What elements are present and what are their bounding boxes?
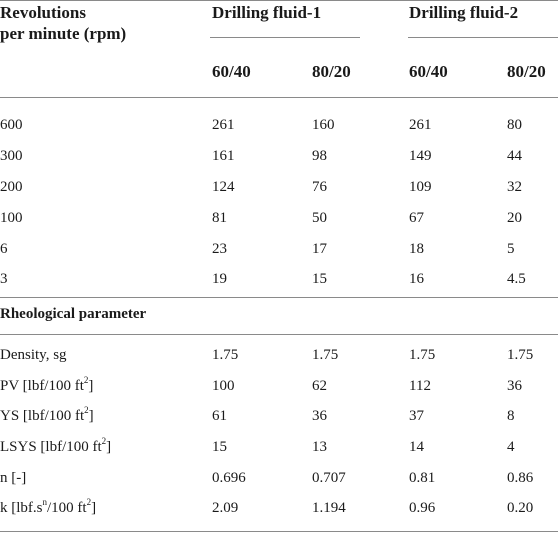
- cell: 36: [507, 378, 522, 394]
- row-label: k [lbf.sn/100 ft2]: [0, 497, 97, 517]
- cell: 160: [312, 117, 335, 133]
- row-label: 600: [0, 117, 23, 133]
- row-label: 300: [0, 148, 23, 164]
- cell: 17: [312, 241, 327, 257]
- cell: 36: [312, 408, 327, 424]
- cell: 261: [212, 117, 235, 133]
- cell: 18: [409, 241, 424, 257]
- row-label-header-line1: Revolutions: [0, 3, 86, 22]
- cell: 20: [507, 210, 522, 226]
- cell: 1.75: [312, 347, 339, 363]
- cell: 16: [409, 271, 424, 287]
- cell: 1.75: [507, 347, 534, 363]
- subcol-header: 80/20: [507, 62, 546, 81]
- section-bottom-rule: [0, 334, 558, 335]
- cell: 112: [409, 378, 431, 394]
- group-header-drilling-fluid-2: Drilling fluid-2: [409, 3, 519, 22]
- cell: 67: [409, 210, 424, 226]
- row-label: 100: [0, 210, 23, 226]
- cell: 261: [409, 117, 432, 133]
- cell: 5: [507, 241, 515, 257]
- cell: 0.707: [312, 470, 346, 486]
- cell: 109: [409, 179, 432, 195]
- subcol-header: 60/40: [212, 62, 251, 81]
- subcol-header: 80/20: [312, 62, 351, 81]
- group-header-drilling-fluid-1: Drilling fluid-1: [212, 3, 322, 22]
- cell: 161: [212, 148, 235, 164]
- cell: 14: [409, 439, 424, 455]
- cell: 50: [312, 210, 327, 226]
- cell: 8: [507, 408, 515, 424]
- cell: 23: [212, 241, 227, 257]
- cell: 0.86: [507, 470, 534, 486]
- cell: 13: [312, 439, 327, 455]
- cell: 4: [507, 439, 515, 455]
- cell: 62: [312, 378, 327, 394]
- cell: 80: [507, 117, 522, 133]
- row-label: 6: [0, 241, 8, 257]
- row-label: n [-]: [0, 470, 27, 486]
- section-top-rule: [0, 297, 558, 298]
- cell: 0.96: [409, 500, 436, 516]
- bottom-rule: [0, 531, 558, 532]
- top-rule: [0, 0, 558, 1]
- cell: 98: [312, 148, 327, 164]
- cell: 0.20: [507, 500, 534, 516]
- row-label: YS [lbf/100 ft2]: [0, 405, 94, 425]
- cell: 100: [212, 378, 235, 394]
- group1-underline: [210, 37, 360, 38]
- cell: 1.75: [409, 347, 436, 363]
- cell: 15: [212, 439, 227, 455]
- cell: 124: [212, 179, 235, 195]
- row-label: PV [lbf/100 ft2]: [0, 375, 94, 395]
- subcol-header: 60/40: [409, 62, 448, 81]
- cell: 0.696: [212, 470, 246, 486]
- cell: 149: [409, 148, 432, 164]
- row-label: 200: [0, 179, 23, 195]
- cell: 32: [507, 179, 522, 195]
- cell: 1.75: [212, 347, 239, 363]
- cell: 4.5: [507, 271, 526, 287]
- cell: 37: [409, 408, 424, 424]
- cell: 1.194: [312, 500, 346, 516]
- row-label-header-line2: per minute (rpm): [0, 24, 127, 43]
- header-bottom-rule: [0, 97, 558, 98]
- cell: 81: [212, 210, 227, 226]
- row-label: Density, sg: [0, 347, 67, 363]
- cell: 44: [507, 148, 522, 164]
- row-label: 3: [0, 271, 8, 287]
- section-title-rheological-parameter: Rheological parameter: [0, 306, 147, 322]
- cell: 0.81: [409, 470, 436, 486]
- cell: 15: [312, 271, 327, 287]
- group2-underline: [408, 37, 558, 38]
- row-label: LSYS [lbf/100 ft2]: [0, 436, 112, 456]
- cell: 76: [312, 179, 327, 195]
- cell: 2.09: [212, 500, 239, 516]
- cell: 19: [212, 271, 227, 287]
- cell: 61: [212, 408, 227, 424]
